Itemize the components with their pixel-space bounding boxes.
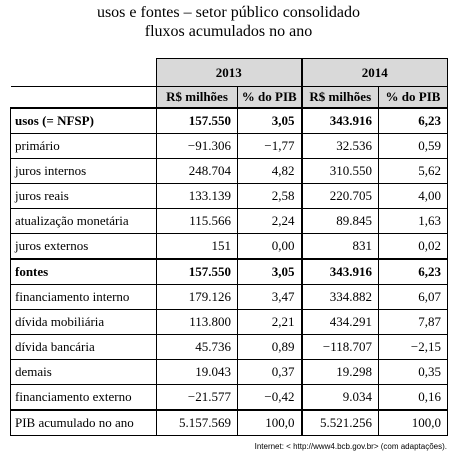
cell-value: 133.139 bbox=[156, 183, 238, 209]
cell-value: 831 bbox=[300, 233, 379, 260]
row-label: dívida mobiliária bbox=[10, 309, 157, 335]
cell-value: 151 bbox=[156, 233, 238, 260]
header-col-pib-2014: % do PIB bbox=[378, 86, 448, 109]
row-label: financiamento interno bbox=[10, 284, 157, 310]
table-row: fontes 157.550 3,05 343.916 6,23 bbox=[10, 258, 448, 285]
table-row: juros reais 133.139 2,58 220.705 4,00 bbox=[10, 183, 448, 209]
cell-value: 6,23 bbox=[378, 107, 448, 134]
cell-value: 179.126 bbox=[156, 284, 238, 310]
table-row: dívida mobiliária 113.800 2,21 434.291 7… bbox=[10, 309, 448, 335]
table-row: dívida bancária 45.736 0,89 −118.707 −2,… bbox=[10, 334, 448, 360]
cell-value: 89.845 bbox=[300, 208, 379, 234]
cell-value: 2,21 bbox=[237, 309, 302, 335]
cell-value: 32.536 bbox=[300, 133, 379, 159]
cell-value: 19.298 bbox=[300, 359, 379, 385]
cell-value: 310.550 bbox=[300, 158, 379, 184]
cell-value: 334.882 bbox=[300, 284, 379, 310]
header-year-2014: 2014 bbox=[300, 58, 448, 87]
row-label: financiamento externo bbox=[10, 384, 157, 411]
cell-value: 100,0 bbox=[378, 409, 448, 436]
table-row: demais 19.043 0,37 19.298 0,35 bbox=[10, 359, 448, 385]
cell-value: 2,24 bbox=[237, 208, 302, 234]
row-label: atualização monetária bbox=[10, 208, 157, 234]
cell-value: 115.566 bbox=[156, 208, 238, 234]
cell-value: 434.291 bbox=[300, 309, 379, 335]
table-subtitle: fluxos acumulados no ano bbox=[144, 23, 313, 40]
cell-value: 5.157.569 bbox=[156, 409, 238, 436]
header-blank-cell bbox=[10, 58, 157, 87]
cell-value: 248.704 bbox=[156, 158, 238, 184]
header-blank-cell bbox=[10, 86, 157, 109]
cell-value: 5,62 bbox=[378, 158, 448, 184]
cell-value: 4,82 bbox=[237, 158, 302, 184]
table-row: financiamento externo −21.577 −0,42 9.03… bbox=[10, 384, 448, 411]
header-col-rs-2014: R$ milhões bbox=[300, 86, 379, 109]
table-row: usos (= NFSP) 157.550 3,05 343.916 6,23 bbox=[10, 107, 448, 134]
cell-value: 3,05 bbox=[237, 258, 302, 285]
row-label: dívida bancária bbox=[10, 334, 157, 360]
cell-value: 4,00 bbox=[378, 183, 448, 209]
cell-value: 45.736 bbox=[156, 334, 238, 360]
cell-value: 0,16 bbox=[378, 384, 448, 411]
cell-value: 6,23 bbox=[378, 258, 448, 285]
row-label: juros reais bbox=[10, 183, 157, 209]
cell-value: 0,00 bbox=[237, 233, 302, 260]
cell-value: 3,05 bbox=[237, 107, 302, 134]
cell-value: 157.550 bbox=[156, 258, 238, 285]
cell-value: −0,42 bbox=[237, 384, 302, 411]
header-year-2013: 2013 bbox=[156, 58, 302, 87]
row-label: usos (= NFSP) bbox=[10, 107, 157, 134]
cell-value: 0,89 bbox=[237, 334, 302, 360]
table-row: PIB acumulado no ano 5.157.569 100,0 5.5… bbox=[10, 409, 448, 436]
cell-value: 220.705 bbox=[300, 183, 379, 209]
cell-value: 5.521.256 bbox=[300, 409, 379, 436]
cell-value: 2,58 bbox=[237, 183, 302, 209]
cell-value: 0,35 bbox=[378, 359, 448, 385]
cell-value: 3,47 bbox=[237, 284, 302, 310]
cell-value: 157.550 bbox=[156, 107, 238, 134]
row-label: juros externos bbox=[10, 233, 157, 260]
cell-value: 7,87 bbox=[378, 309, 448, 335]
source-citation: Internet: < http://www4.bcb.gov.br> (com… bbox=[254, 442, 447, 451]
cell-value: 9.034 bbox=[300, 384, 379, 411]
cell-value: 343.916 bbox=[300, 107, 379, 134]
row-label: juros internos bbox=[10, 158, 157, 184]
table-row: atualização monetária 115.566 2,24 89.84… bbox=[10, 208, 448, 234]
row-label: PIB acumulado no ano bbox=[10, 409, 157, 436]
cell-value: −118.707 bbox=[300, 334, 379, 360]
cell-value: −1,77 bbox=[237, 133, 302, 159]
table-row: primário −91.306 −1,77 32.536 0,59 bbox=[10, 133, 448, 159]
table-row: juros internos 248.704 4,82 310.550 5,62 bbox=[10, 158, 448, 184]
cell-value: 113.800 bbox=[156, 309, 238, 335]
row-label: fontes bbox=[10, 258, 157, 285]
cell-value: 0,59 bbox=[378, 133, 448, 159]
fiscal-table: 2013 2014 R$ milhões % do PIB R$ milhões… bbox=[10, 58, 448, 436]
row-label: demais bbox=[10, 359, 157, 385]
row-label: primário bbox=[10, 133, 157, 159]
table-title: usos e fontes – setor público consolidad… bbox=[96, 4, 361, 21]
table-row: juros externos 151 0,00 831 0,02 bbox=[10, 233, 448, 260]
cell-value: 100,0 bbox=[237, 409, 302, 436]
cell-value: 19.043 bbox=[156, 359, 238, 385]
table-row: financiamento interno 179.126 3,47 334.8… bbox=[10, 284, 448, 310]
cell-value: 6,07 bbox=[378, 284, 448, 310]
cell-value: 1,63 bbox=[378, 208, 448, 234]
header-col-rs-2013: R$ milhões bbox=[156, 86, 238, 109]
header-col-pib-2013: % do PIB bbox=[237, 86, 302, 109]
cell-value: −2,15 bbox=[378, 334, 448, 360]
cell-value: −21.577 bbox=[156, 384, 238, 411]
cell-value: 343.916 bbox=[300, 258, 379, 285]
cell-value: 0,02 bbox=[378, 233, 448, 260]
cell-value: −91.306 bbox=[156, 133, 238, 159]
cell-value: 0,37 bbox=[237, 359, 302, 385]
